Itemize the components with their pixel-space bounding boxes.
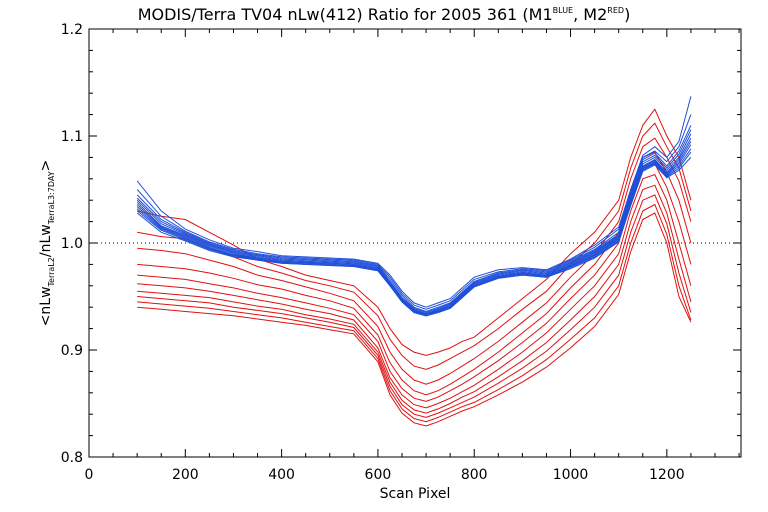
title-main: MODIS/Terra TV04 nLw(412) Ratio for 2005… — [138, 5, 553, 24]
title-sup-red: RED — [607, 6, 624, 15]
title-end: ) — [624, 5, 630, 24]
blue-series-line-3 — [136, 125, 692, 313]
blue-series-line-6 — [136, 137, 692, 316]
x-tick-label: 400 — [268, 467, 295, 483]
x-tick-label: 800 — [461, 467, 488, 483]
y-axis-title: <nLwTerraL2/nLwTerraL3:7DAY> — [38, 160, 56, 327]
blue-series-line-4 — [136, 129, 692, 314]
red-series-line-15 — [137, 151, 692, 396]
red-series-line-14 — [137, 137, 692, 385]
blue-series-line-5 — [136, 133, 692, 315]
blue-series-line-10 — [136, 151, 692, 317]
title-sup-blue: BLUE — [553, 6, 573, 15]
ylabel-sub2: TerraL3:7DAY — [47, 171, 56, 225]
chart-title: MODIS/Terra TV04 nLw(412) Ratio for 2005… — [138, 5, 631, 24]
red-series-line-21 — [137, 212, 692, 427]
red-series-line-13 — [137, 122, 692, 370]
red-series-line-12 — [137, 108, 692, 356]
ylabel-sub1: TerraL2 — [47, 257, 56, 287]
y-tick-label: 1.1 — [61, 129, 83, 145]
y-tick-label: 1.0 — [61, 236, 83, 252]
red-series-line-20 — [137, 203, 692, 423]
red-series-line-17 — [137, 173, 692, 409]
y-tick-label: 0.9 — [61, 343, 83, 359]
ylabel-open: <nLw — [38, 286, 54, 326]
x-tick-label: 1000 — [553, 467, 589, 483]
blue-series-line-1 — [136, 96, 692, 308]
blue-series-line-7 — [136, 141, 692, 315]
blue-series-line-2 — [136, 114, 692, 310]
x-tick-label: 600 — [365, 467, 392, 483]
title-mid: , M2 — [573, 5, 607, 24]
y-tick-label: 0.8 — [61, 450, 83, 466]
x-tick-label: 200 — [172, 467, 199, 483]
x-tick-label: 0 — [85, 467, 94, 483]
red-series-line-18 — [137, 184, 692, 414]
red-series-line-19 — [137, 194, 692, 418]
ylabel-slash: /nLw — [38, 224, 54, 257]
x-tick-label: 1200 — [649, 467, 685, 483]
blue-series-line-11 — [136, 157, 692, 317]
x-axis-title: Scan Pixel — [380, 486, 451, 502]
y-tick-label: 1.2 — [61, 22, 83, 38]
plot-frame — [88, 28, 742, 458]
ylabel-close: > — [38, 160, 54, 172]
